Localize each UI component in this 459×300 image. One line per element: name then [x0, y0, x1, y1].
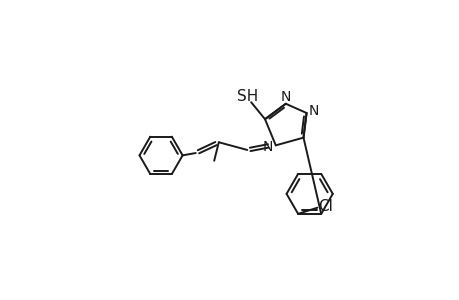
Text: Cl: Cl	[317, 199, 332, 214]
Text: N: N	[308, 104, 319, 118]
Text: N: N	[263, 140, 273, 154]
Text: SH: SH	[237, 88, 258, 104]
Text: N: N	[280, 90, 291, 104]
